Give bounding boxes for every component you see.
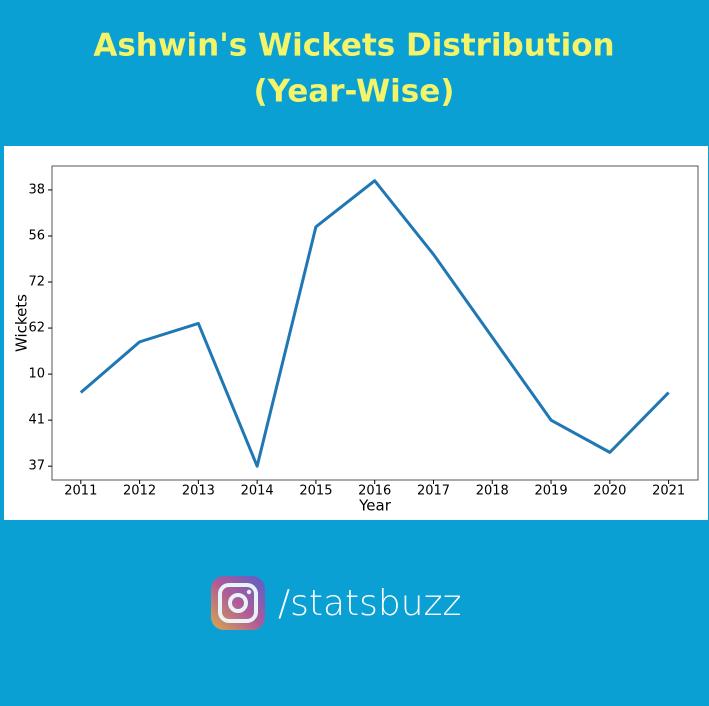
y-tick-label: 10	[28, 367, 45, 382]
y-tick-label: 37	[28, 459, 45, 474]
x-tick-label: 2013	[182, 484, 215, 499]
x-tick-label: 2015	[299, 484, 332, 499]
x-tick-label: 2018	[476, 484, 509, 499]
x-tick-label: 2012	[123, 484, 156, 499]
y-axis-label: Wickets	[13, 294, 31, 352]
x-tick-label: 2019	[535, 484, 568, 499]
x-tick-label: 2011	[64, 484, 97, 499]
y-tick-label: 56	[28, 228, 45, 243]
x-tick-label: 2016	[358, 484, 391, 499]
y-tick-label: 62	[28, 321, 45, 336]
title-line: Ashwin's Wickets Distribution	[93, 28, 614, 64]
social-handle: /statsbuzz	[278, 583, 461, 624]
x-tick-label: 2020	[593, 484, 626, 499]
title-line: (Year-Wise)	[254, 74, 455, 110]
instagram-icon	[211, 576, 265, 630]
x-tick-label: 2021	[652, 484, 685, 499]
x-axis-label: Year	[358, 497, 392, 515]
x-tick-label: 2014	[241, 484, 274, 499]
y-tick-label: 38	[28, 182, 45, 197]
y-tick-label: 72	[28, 275, 45, 290]
data-line	[79, 179, 670, 468]
x-tick-label: 2017	[417, 484, 450, 499]
chart-panel	[4, 146, 708, 520]
y-tick-label: 41	[28, 413, 45, 428]
